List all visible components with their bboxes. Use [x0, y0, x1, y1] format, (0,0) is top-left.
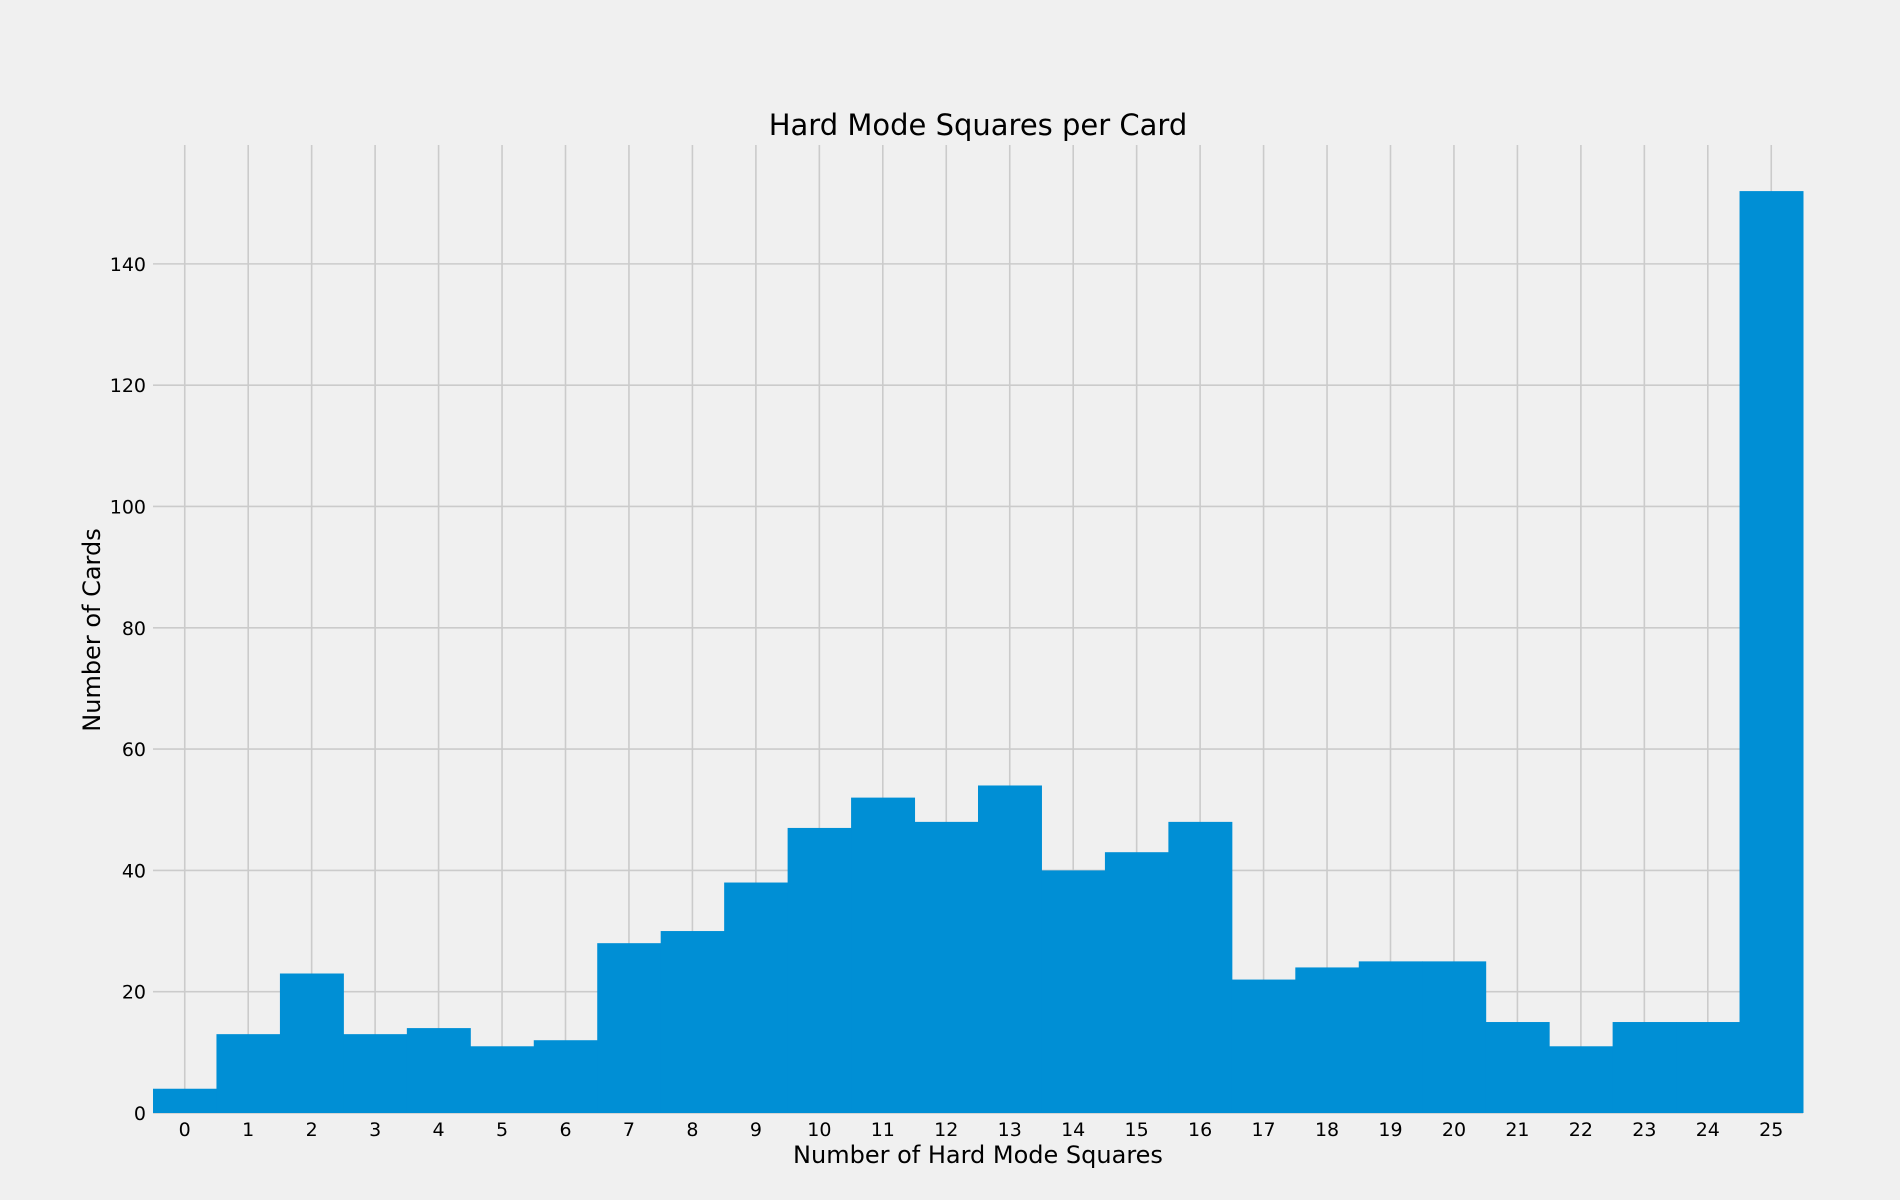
bar-1: [216, 1034, 281, 1113]
y-tick-label: 40: [122, 860, 146, 882]
y-tick-label: 0: [134, 1103, 146, 1125]
bar-16: [1168, 821, 1233, 1113]
chart-title: Hard Mode Squares per Card: [769, 108, 1188, 142]
x-tick-labels: 0 1 2 3 4 5 6 7 8 9 10 11 12 13 14 15 16 17 18 19 20 21 22 23 24…: [179, 1119, 1784, 1141]
bar-13: [978, 785, 1042, 1113]
x-tick-label: 24: [1696, 1119, 1720, 1141]
bars: [153, 191, 1804, 1114]
x-tick-label: 23: [1632, 1119, 1656, 1141]
x-tick-label: 15: [1125, 1119, 1149, 1141]
bar-3: [343, 1034, 408, 1113]
y-tick-label: 120: [110, 375, 146, 397]
x-tick-label: 8: [686, 1119, 698, 1141]
bar-12: [914, 821, 979, 1113]
y-tick-label: 140: [110, 254, 146, 276]
x-tick-label: 4: [433, 1119, 445, 1141]
x-tick-label: 25: [1759, 1119, 1783, 1141]
y-tick-label: 80: [122, 618, 146, 640]
bar-19: [1358, 961, 1423, 1113]
bar-0: [153, 1088, 217, 1113]
bar-9: [724, 882, 789, 1113]
bar-17: [1231, 979, 1296, 1113]
x-tick-label: 17: [1251, 1119, 1275, 1141]
x-tick-label: 12: [934, 1119, 958, 1141]
bar-21: [1485, 1022, 1550, 1113]
bar-20: [1422, 961, 1487, 1113]
x-tick-label: 11: [871, 1119, 895, 1141]
bar-6: [533, 1040, 598, 1113]
bar-8: [660, 931, 725, 1113]
x-tick-label: 1: [242, 1119, 254, 1141]
x-tick-label: 3: [369, 1119, 381, 1141]
y-tick-label: 60: [122, 739, 146, 761]
x-tick-label: 18: [1315, 1119, 1339, 1141]
x-tick-label: 9: [750, 1119, 762, 1141]
x-tick-label: 10: [807, 1119, 831, 1141]
bar-22: [1549, 1046, 1614, 1113]
x-tick-label: 0: [179, 1119, 191, 1141]
x-axis-label: Number of Hard Mode Squares: [793, 1141, 1163, 1169]
x-tick-label: 13: [998, 1119, 1022, 1141]
bar-5: [470, 1046, 535, 1113]
x-tick-label: 21: [1505, 1119, 1529, 1141]
bar-11: [851, 797, 916, 1113]
x-tick-label: 19: [1378, 1119, 1402, 1141]
y-axis-label: Number of Cards: [78, 528, 106, 731]
bar-4: [406, 1028, 471, 1113]
y-tick-label: 20: [122, 982, 146, 1004]
x-tick-label: 14: [1061, 1119, 1085, 1141]
y-tick-labels: 0 20 40 60 80 100 120 140: [110, 254, 146, 1125]
bar-7: [597, 943, 662, 1113]
bar-23: [1612, 1022, 1677, 1113]
y-tick-label: 100: [110, 496, 146, 518]
bar-24: [1676, 1022, 1741, 1113]
x-tick-label: 22: [1569, 1119, 1593, 1141]
x-tick-label: 5: [496, 1119, 508, 1141]
x-tick-label: 16: [1188, 1119, 1212, 1141]
x-tick-label: 2: [306, 1119, 318, 1141]
bar-18: [1295, 967, 1360, 1113]
bar-10: [787, 827, 852, 1113]
bar-2: [279, 973, 344, 1113]
bar-25: [1739, 191, 1804, 1114]
x-tick-label: 20: [1442, 1119, 1466, 1141]
x-tick-label: 6: [559, 1119, 571, 1141]
bar-14: [1041, 870, 1106, 1113]
bar-15: [1104, 852, 1169, 1113]
x-tick-label: 7: [623, 1119, 635, 1141]
